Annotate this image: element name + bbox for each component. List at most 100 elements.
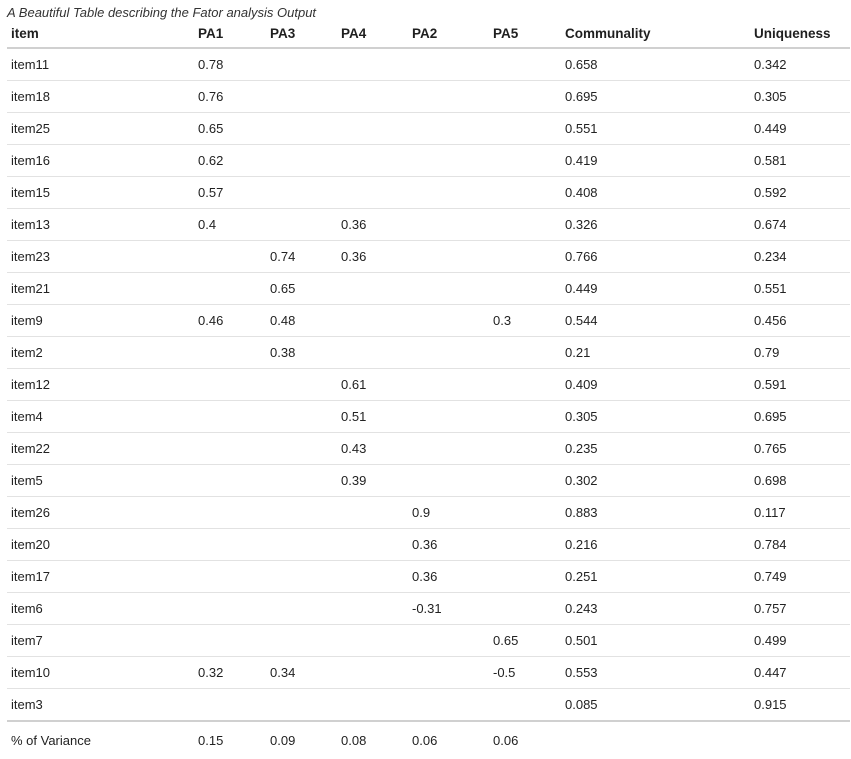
cell: 0.695 [561, 80, 750, 113]
cell: 0.43 [337, 432, 408, 465]
row-label: item18 [7, 80, 194, 113]
cell [194, 528, 266, 561]
cell [337, 304, 408, 337]
row-label: item13 [7, 208, 194, 241]
cell [194, 368, 266, 401]
cell [408, 432, 489, 465]
cell: 0.766 [561, 240, 750, 273]
row-label: item12 [7, 368, 194, 401]
table-row: item7 0.65 0.501 0.499 [7, 624, 850, 657]
table-row: item5 0.39 0.302 0.698 [7, 464, 850, 497]
table-row: item9 0.46 0.48 0.3 0.544 0.456 [7, 304, 850, 337]
cell: 0.15 [194, 720, 266, 759]
cell: 0.551 [561, 112, 750, 145]
cell: 0.553 [561, 656, 750, 689]
cell [337, 112, 408, 145]
row-label: item23 [7, 240, 194, 273]
cell [194, 560, 266, 593]
cell: 0.08 [337, 720, 408, 759]
cell [266, 688, 337, 722]
cell [194, 240, 266, 273]
cell [408, 80, 489, 113]
table-body: item11 0.78 0.658 0.342 item18 0.76 0.695 0.305… [7, 48, 850, 759]
table-row: item18 0.76 0.695 0.305 [7, 80, 850, 113]
cell: 0.658 [561, 48, 750, 81]
cell: 0.216 [561, 528, 750, 561]
cell [337, 656, 408, 689]
cell: 0.551 [750, 272, 850, 305]
cell: 0.46 [194, 304, 266, 337]
cell: 0.698 [750, 464, 850, 497]
cell [266, 592, 337, 625]
cell: 0.61 [337, 368, 408, 401]
cell: 0.581 [750, 144, 850, 177]
cell [194, 432, 266, 465]
cell [408, 464, 489, 497]
cell: 0.65 [194, 112, 266, 145]
cell [337, 48, 408, 81]
table-row: item6 -0.31 0.243 0.757 [7, 592, 850, 625]
row-label: item3 [7, 688, 194, 722]
row-label: item26 [7, 496, 194, 529]
row-label: item20 [7, 528, 194, 561]
row-label: item21 [7, 272, 194, 305]
cell [489, 176, 561, 209]
row-label: item17 [7, 560, 194, 593]
cell: 0.592 [750, 176, 850, 209]
cell: 0.78 [194, 48, 266, 81]
table-row: item16 0.62 0.419 0.581 [7, 144, 850, 177]
cell: 0.38 [266, 336, 337, 369]
table-row: item22 0.43 0.235 0.765 [7, 432, 850, 465]
column-header-pa4: PA4 [337, 20, 408, 49]
table-row: item21 0.65 0.449 0.551 [7, 272, 850, 305]
cell [489, 112, 561, 145]
cell: 0.36 [408, 528, 489, 561]
cell [266, 112, 337, 145]
factor-analysis-table: item PA1 PA3 PA4 PA2 PA5 Communality Uniqueness… [7, 20, 850, 759]
cell [489, 208, 561, 241]
cell: 0.234 [750, 240, 850, 273]
cell [408, 688, 489, 722]
cell [408, 208, 489, 241]
column-header-communality: Communality [561, 20, 750, 49]
cell [408, 368, 489, 401]
cell [561, 720, 750, 759]
cell [266, 176, 337, 209]
row-label: item4 [7, 400, 194, 433]
row-label: item11 [7, 48, 194, 81]
cell: 0.3 [489, 304, 561, 337]
cell [194, 688, 266, 722]
cell: 0.34 [266, 656, 337, 689]
cell: 0.409 [561, 368, 750, 401]
cell [489, 336, 561, 369]
cell: 0.48 [266, 304, 337, 337]
table-row: item25 0.65 0.551 0.449 [7, 112, 850, 145]
row-label: item2 [7, 336, 194, 369]
cell [489, 688, 561, 722]
column-header-pa3: PA3 [266, 20, 337, 49]
header-row: item PA1 PA3 PA4 PA2 PA5 Communality Uniqueness [7, 20, 850, 49]
row-label: item5 [7, 464, 194, 497]
cell: 0.32 [194, 656, 266, 689]
cell: 0.695 [750, 400, 850, 433]
cell: 0.117 [750, 496, 850, 529]
table-row: item17 0.36 0.251 0.749 [7, 560, 850, 593]
table-row: item4 0.51 0.305 0.695 [7, 400, 850, 433]
cell [489, 432, 561, 465]
cell: -0.31 [408, 592, 489, 625]
cell [266, 400, 337, 433]
cell [489, 592, 561, 625]
cell: 0.251 [561, 560, 750, 593]
cell [266, 208, 337, 241]
cell [337, 560, 408, 593]
cell [266, 80, 337, 113]
cell [489, 528, 561, 561]
cell [266, 432, 337, 465]
cell [408, 624, 489, 657]
column-header-pa1: PA1 [194, 20, 266, 49]
table-row: item26 0.9 0.883 0.117 [7, 496, 850, 529]
cell [408, 304, 489, 337]
column-header-uniqueness: Uniqueness [750, 20, 850, 49]
cell: 0.326 [561, 208, 750, 241]
table-row: item3 0.085 0.915 [7, 688, 850, 722]
